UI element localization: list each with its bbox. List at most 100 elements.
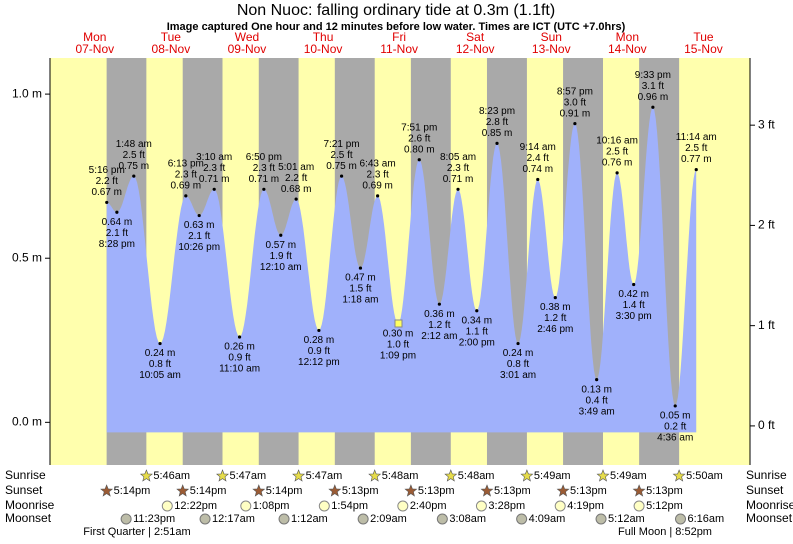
sunset-icon xyxy=(480,484,494,497)
tide-label: 0.68 m xyxy=(281,184,312,195)
sunset-time: 5:13pm xyxy=(646,485,683,497)
moon-phase: Full Moon | 8:52pm xyxy=(618,526,712,538)
y-tick-label: 0.0 m xyxy=(12,415,42,429)
tide-label: 2.3 ft xyxy=(447,163,469,174)
tide-label: 9:14 am xyxy=(520,142,556,153)
tide-point xyxy=(595,378,599,382)
sunset-time: 5:14pm xyxy=(190,485,227,497)
tide-label: 0.69 m xyxy=(171,180,202,191)
tide-label: 1.4 ft xyxy=(623,300,645,311)
tide-label: 0.75 m xyxy=(118,161,149,172)
tide-label: 9:33 pm xyxy=(635,70,671,81)
sunset-time: 5:13pm xyxy=(418,485,455,497)
tide-label: 3:10 am xyxy=(196,152,232,163)
tide-label: 2.3 ft xyxy=(366,169,388,180)
moonset-icon xyxy=(675,513,687,525)
tide-label: 12:10 am xyxy=(260,262,302,273)
tide-label: 1.0 ft xyxy=(387,340,409,351)
tide-label: 0.24 m xyxy=(503,348,534,359)
tide-label: 8:57 pm xyxy=(557,86,593,97)
tide-label: 2:12 am xyxy=(421,331,457,342)
tide-label: 0.75 m xyxy=(326,161,357,172)
tide-label: 3:30 pm xyxy=(616,311,652,322)
tide-label: 0.63 m xyxy=(184,220,215,231)
tide-label: 8:28 pm xyxy=(99,239,135,250)
moonrise-time: 1:08pm xyxy=(253,500,290,512)
y2-tick-label: 2 ft xyxy=(758,218,775,232)
tide-label: 10:26 pm xyxy=(178,242,220,253)
tide-label: 0.9 ft xyxy=(228,353,250,364)
tide-label: 7:21 pm xyxy=(324,139,360,150)
chart-title: Non Nuoc: falling ordinary tide at 0.3m … xyxy=(237,2,555,19)
tide-label: 12:12 pm xyxy=(298,357,340,368)
sunrise-time: 5:49am xyxy=(610,470,647,482)
tide-point xyxy=(437,302,441,306)
tide-label: 2.1 ft xyxy=(188,231,210,242)
tide-label: 3.1 ft xyxy=(642,81,664,92)
tide-label: 7:51 pm xyxy=(401,122,437,133)
tide-label: 2.2 ft xyxy=(285,173,307,184)
day-date: 14-Nov xyxy=(608,42,647,56)
tide-label: 6:43 am xyxy=(360,158,396,169)
moonrise-icon xyxy=(240,500,252,512)
sunrise-icon xyxy=(368,469,382,482)
tide-point xyxy=(132,174,136,178)
tide-label: 1.5 ft xyxy=(349,284,371,295)
tide-label: 2.2 ft xyxy=(96,176,118,187)
moonrise-time: 3:28pm xyxy=(488,500,525,512)
row-label: Moonset xyxy=(746,511,793,525)
day-name: Fri xyxy=(392,30,406,44)
moonrise-icon xyxy=(318,500,330,512)
tide-point xyxy=(237,335,242,339)
day-name: Wed xyxy=(235,30,259,44)
moonrise-time: 12:22pm xyxy=(174,500,217,512)
moonset-icon xyxy=(199,513,211,525)
tide-point xyxy=(456,187,460,191)
tide-point xyxy=(536,177,540,182)
sunrise-time: 5:48am xyxy=(382,470,419,482)
tide-label: 2.5 ft xyxy=(330,150,352,161)
tide-label: 1:18 am xyxy=(342,295,378,306)
tide-label: 0.85 m xyxy=(482,128,513,139)
day-name: Mon xyxy=(616,30,639,44)
tide-point xyxy=(573,122,577,126)
tide-label: 10:05 am xyxy=(139,370,181,381)
tide-point xyxy=(279,233,283,237)
tide-label: 0.13 m xyxy=(581,384,612,395)
day-name: Tue xyxy=(693,30,714,44)
tide-label: 1.1 ft xyxy=(466,326,488,337)
row-label: Sunrise xyxy=(5,468,46,482)
chart-subtitle: Image captured One hour and 12 minutes b… xyxy=(167,21,626,33)
sunset-time: 5:13pm xyxy=(494,485,531,497)
tide-label: 0.8 ft xyxy=(507,359,529,370)
moonset-time: 12:17am xyxy=(212,513,255,525)
tide-label: 0.76 m xyxy=(602,158,633,169)
row-label: Sunset xyxy=(5,483,43,497)
tide-label: 0.34 m xyxy=(461,315,492,326)
tide-label: 2.8 ft xyxy=(486,117,508,128)
y-tick-label: 1.0 m xyxy=(12,86,42,100)
day-name: Sat xyxy=(466,30,485,44)
day-name: Sun xyxy=(541,30,562,44)
y2-tick-label: 0 ft xyxy=(758,418,775,432)
tide-label: 3:01 am xyxy=(500,370,536,381)
sunset-icon xyxy=(328,484,342,497)
row-label: Sunrise xyxy=(746,468,787,482)
sunrise-time: 5:47am xyxy=(229,470,266,482)
moonset-icon xyxy=(278,513,290,525)
tide-point xyxy=(317,328,321,333)
sunrise-icon xyxy=(216,469,229,482)
sunrise-icon xyxy=(520,469,534,482)
moonset-icon xyxy=(436,513,448,525)
tide-label: 2.3 ft xyxy=(203,163,225,174)
tide-label: 0.8 ft xyxy=(149,359,171,370)
sunrise-icon xyxy=(292,469,306,482)
sunrise-icon xyxy=(139,469,153,482)
tide-label: 2.5 ft xyxy=(685,143,707,154)
moonrise-time: 5:12pm xyxy=(646,500,683,512)
moonrise-icon xyxy=(475,500,487,512)
tide-label: 0.4 ft xyxy=(586,395,608,406)
sunset-icon xyxy=(632,484,646,497)
tide-label: 0.69 m xyxy=(362,180,393,191)
tide-label: 6:50 pm xyxy=(246,152,282,163)
